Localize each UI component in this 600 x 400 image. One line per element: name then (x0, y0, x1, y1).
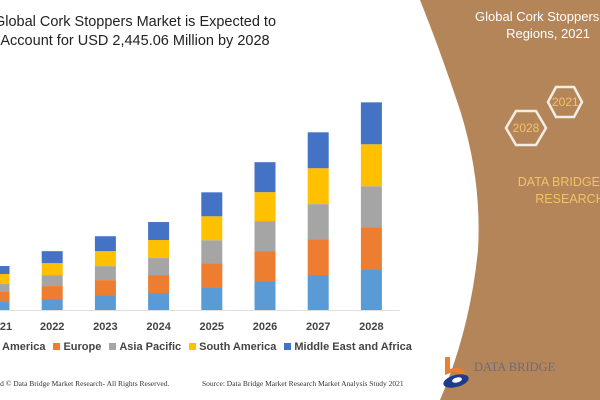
bar-segment-2023-asia-pacific (94, 266, 116, 281)
bar-segment-2026-north-america (254, 281, 276, 310)
bar-segment-2025-middle-east-and-africa (201, 192, 223, 217)
legend-label: Asia Pacific (119, 341, 182, 353)
legend: orth America Europe Asia Pacific South Amer… (0, 341, 420, 353)
chart-title: Global Cork Stoppers Market is Expected … (0, 14, 277, 49)
bar-segment-2024-middle-east-and-africa (148, 222, 170, 241)
bar-segment-2022-south-america (41, 263, 63, 276)
bar-segment-2025-north-america (201, 287, 223, 310)
bar-segment-2023-north-america (94, 295, 116, 310)
bar-segment-2022-middle-east-and-africa (41, 251, 63, 264)
brand-line1: DATA BRIDGE MA (517, 175, 600, 189)
bar-segment-2021-middle-east-and-africa (0, 266, 10, 275)
data-bridge-logo-icon (443, 357, 469, 388)
bar-segment-2021-europe (0, 292, 10, 303)
legend-swatch (284, 343, 292, 350)
x-tick-label: 2023 (93, 321, 117, 333)
bar-segment-2026-middle-east-and-africa (254, 162, 276, 193)
bar-segment-2026-south-america (254, 192, 276, 222)
bar-segment-2024-europe (148, 275, 170, 294)
legend-swatch (109, 343, 117, 350)
bar-segment-2025-europe (201, 263, 223, 288)
bar-segment-2027-south-america (307, 168, 329, 205)
x-tick-label: 2027 (306, 321, 330, 333)
bar-segment-2023-south-america (94, 251, 116, 267)
legend-label: orth America (0, 341, 46, 353)
bar-segment-2027-middle-east-and-africa (307, 132, 329, 169)
x-tick-label: 2028 (359, 321, 383, 333)
hex-label-2028: 2028 (512, 121, 540, 135)
bar-segment-2028-south-america (360, 144, 382, 187)
copyright-text: ected © Data Bridge Market Research- All… (0, 379, 170, 388)
bar-segment-2025-south-america (201, 216, 223, 241)
bar-segment-2022-north-america (41, 299, 63, 310)
hex-label-2021: 2021 (552, 95, 579, 109)
bar-segment-2023-europe (94, 280, 116, 296)
legend-item: South America (189, 341, 276, 353)
side-panel-title-line2: Regions, 2021 (506, 26, 590, 41)
brand-line2: RESEARCH (535, 192, 600, 206)
x-tick-label: 2026 (253, 321, 277, 333)
bar-segment-2022-europe (41, 286, 63, 300)
side-panel-title-line1: Global Cork Stoppers Ma (475, 9, 600, 24)
legend-label: South America (199, 341, 277, 353)
bar-segment-2028-europe (360, 227, 382, 270)
bar-segment-2026-europe (254, 251, 276, 282)
brown-panel-shape (420, 0, 600, 400)
legend-item: orth America (0, 341, 45, 353)
legend-swatch (189, 343, 197, 350)
legend-item: Europe (53, 341, 101, 353)
x-tick-label: 2025 (200, 321, 224, 333)
legend-label: Middle East and Africa (294, 341, 412, 353)
source-text: Source: Data Bridge Market Research Mark… (202, 379, 404, 388)
bar-segment-2021-north-america (0, 302, 10, 310)
legend-label: Europe (63, 341, 102, 353)
side-panel-title: Global Cork Stoppers Ma Regions, 2021 (448, 8, 600, 42)
x-tick-label: 21 (0, 321, 12, 333)
bar-segment-2028-north-america (360, 269, 382, 310)
bar-segment-2021-asia-pacific (0, 284, 10, 293)
bar-segment-2027-north-america (307, 275, 329, 310)
hexagon-2028 (504, 109, 548, 147)
legend-item: Asia Pacific (109, 341, 181, 353)
bar-segment-2026-asia-pacific (254, 221, 276, 252)
bar-segment-2024-north-america (148, 293, 170, 310)
x-tick-label: 2022 (40, 321, 64, 333)
legend-item: Middle East and Africa (284, 341, 412, 353)
bar-segment-2025-asia-pacific (201, 240, 223, 264)
hexagon-2021 (546, 85, 584, 119)
bar-segment-2027-asia-pacific (307, 204, 329, 240)
bar-segment-2022-asia-pacific (41, 275, 63, 287)
bar-segment-2027-europe (307, 239, 329, 276)
legend-swatch (53, 343, 61, 350)
brand-text: DATA BRIDGE MA RESEARCH (490, 174, 600, 208)
bar-segment-2028-asia-pacific (360, 186, 382, 228)
logo-text: DATA BRIDGE (474, 360, 556, 374)
x-tick-label: 2024 (146, 321, 171, 333)
bar-segment-2023-middle-east-and-africa (94, 236, 116, 252)
bar-segment-2024-south-america (148, 240, 170, 259)
bar-segment-2028-middle-east-and-africa (360, 102, 382, 145)
bar-segment-2024-asia-pacific (148, 258, 170, 276)
bar-segment-2021-south-america (0, 274, 10, 285)
